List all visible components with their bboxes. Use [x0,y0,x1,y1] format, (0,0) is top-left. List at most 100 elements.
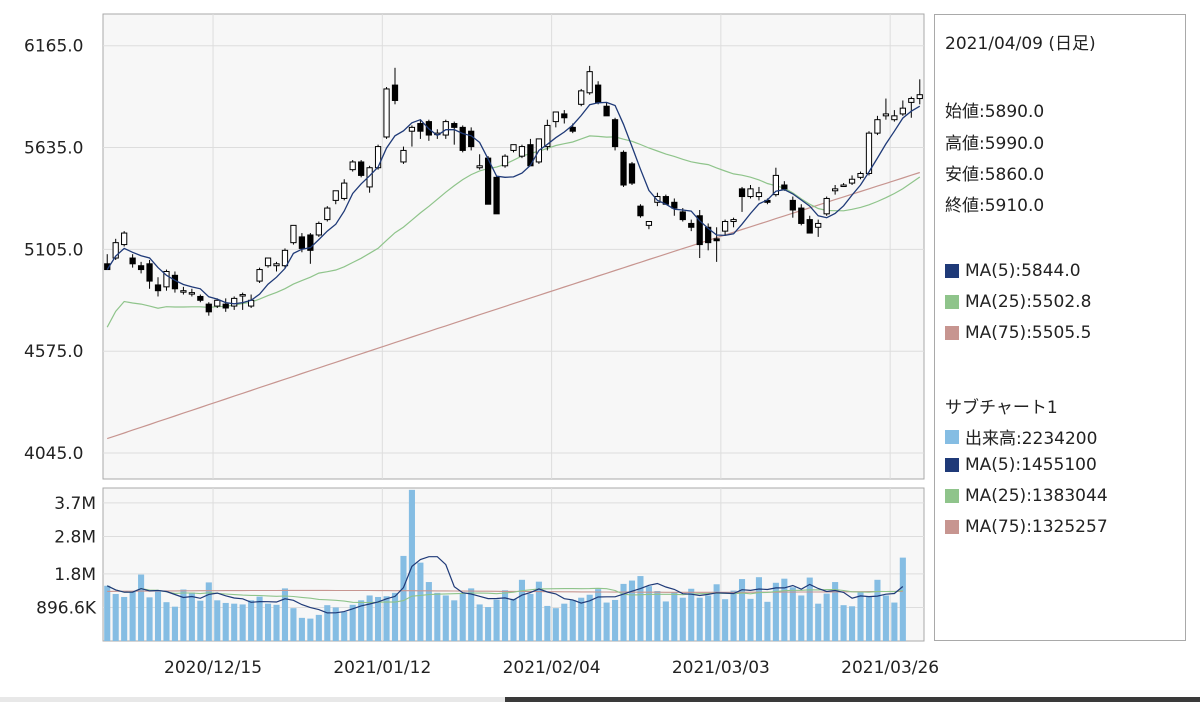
volume-bar [849,606,856,641]
volume-bar [552,608,559,641]
volume-bar [468,588,475,641]
candle-body [501,155,509,167]
volume-bar [722,599,729,641]
candle-body [484,157,492,205]
legend-label: MA(5):5844.0 [965,261,1081,281]
legend-label: MA(75):5505.5 [965,323,1092,343]
candle-body [857,172,864,178]
candle-body [611,119,619,148]
candle-body [239,294,246,297]
volume-bar [273,604,280,641]
candle-body [112,242,119,259]
candle-body [476,165,483,169]
volume-tick-label: 2.8M [54,528,96,548]
candle-body [146,263,153,282]
volume-bar [248,600,255,641]
volume-bar [459,592,466,641]
candle-body [180,290,187,293]
price-tick-label: 6165.0 [24,37,83,57]
volume-bar [527,593,534,641]
candle-body [188,292,195,295]
candle-body [324,207,331,221]
volume-bar [764,601,771,641]
low-price: 安値:5860.0 [945,165,1045,185]
candle-body [197,295,204,301]
volume-bar [408,489,415,641]
volume-bar [882,595,889,641]
volume-bar [366,595,373,641]
volume-bar [586,594,593,641]
volume-bar [671,592,678,641]
volume-bar [154,591,162,641]
candle-body [561,113,568,119]
x-tick-label: 2021/03/26 [841,658,939,678]
candle-body [307,234,314,251]
volume-bar [603,602,610,641]
volume-bar [832,582,839,641]
volume-bar [332,607,339,641]
volume-bar [865,596,873,641]
candle-body [755,192,763,198]
volume-bar [637,576,644,641]
candle-body [569,126,576,132]
volume-bar [578,597,585,641]
volume-bar [815,603,822,641]
volume-bar [417,562,424,641]
volume-bar [645,586,652,641]
candle-body [730,219,737,223]
swatch-icon [945,264,959,278]
price-tick-label: 4045.0 [24,444,83,464]
volume-bar [264,603,272,641]
candle-body [349,161,356,171]
ma75-line [107,171,920,440]
candle-body [256,269,263,282]
volume-bar [163,602,170,641]
swatch-icon [945,489,959,503]
candle-body [281,249,289,267]
candle-body [781,184,788,190]
candle-body [679,211,686,221]
price-tick-label: 5635.0 [24,139,83,159]
candle-body [273,263,280,267]
volume-bar [595,589,602,641]
volume-bar [341,611,348,641]
candle-body [358,161,365,176]
volume-bar [688,588,695,641]
volume-bar [696,597,703,641]
candle-body [442,121,449,136]
volume-bar [891,602,898,641]
volume-bar [713,584,720,641]
ma5-line [106,101,921,305]
legend-label: 出来高:2234200 [965,429,1098,449]
candle-body [366,167,373,188]
candle-body [696,215,703,246]
volume-bar [197,600,204,641]
candle-body [908,98,915,103]
volume-bar [349,604,356,641]
candle-body [882,113,890,117]
price-tick-label: 5105.0 [24,240,83,260]
subchart-title: サブチャート1 [945,398,1058,418]
candle-body [298,236,306,249]
candle-body [823,197,830,215]
volume-bar [324,605,331,641]
date-label: 2021/04/09 (日足) [945,34,1096,54]
candle-body [688,222,695,228]
volume-bar [620,583,627,641]
volume-bar [434,592,441,641]
legend-label: MA(25):1383044 [965,486,1108,506]
legend-vol-ma5: MA(5):1455100 [945,455,1097,475]
candle-body [891,115,898,121]
legend-ma25: MA(25):5502.8 [945,292,1091,312]
legend-label: MA(75):1325257 [965,517,1108,537]
candle-body [798,207,805,224]
candle-body [417,123,424,132]
candle-body [832,188,839,192]
volume-bar [383,596,390,641]
candle-body [721,221,729,232]
volume-bar [188,592,195,641]
price-panel [102,13,925,480]
candle-body [552,111,559,123]
volume-bar [307,618,314,641]
candle-body [738,188,746,198]
